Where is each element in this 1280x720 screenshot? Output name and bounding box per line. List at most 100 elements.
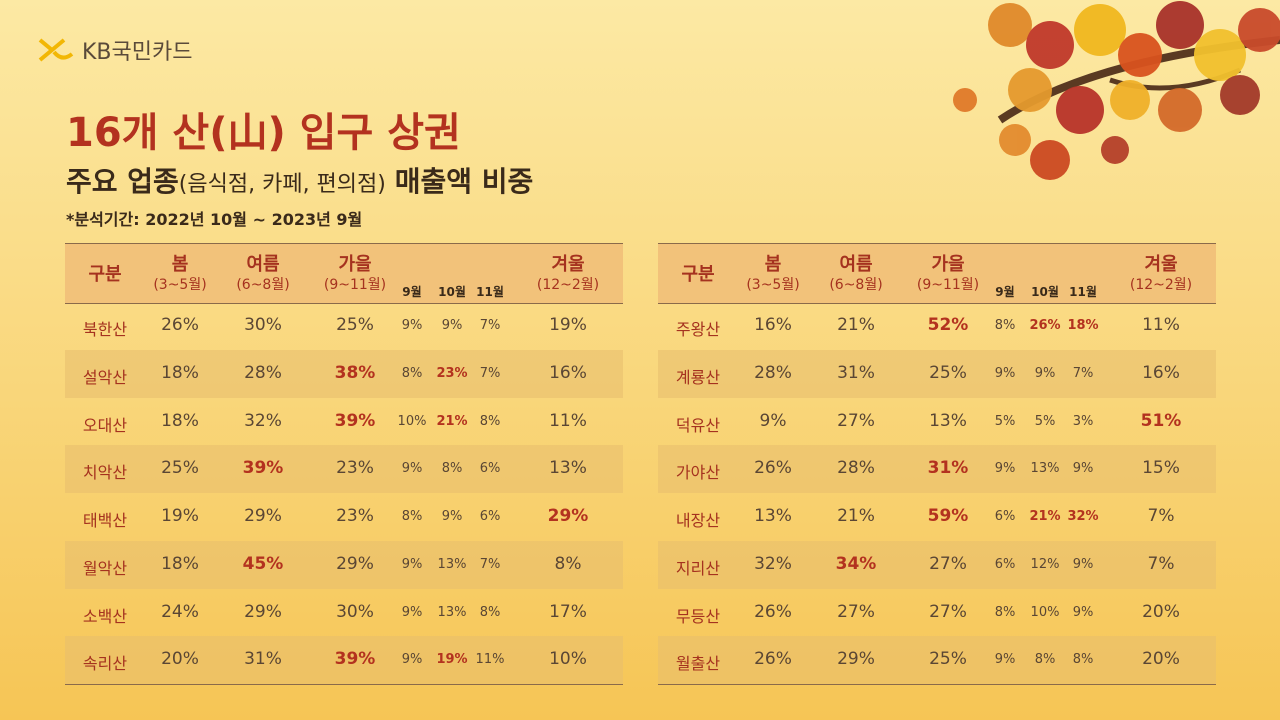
highlight-cell: 21%	[436, 413, 468, 429]
header-month: 9월	[402, 285, 422, 299]
value-cell: 7%	[1072, 365, 1094, 381]
value-cell: 9%	[994, 365, 1016, 381]
value-cell: 11%	[475, 652, 505, 668]
table-row-bg	[65, 445, 623, 493]
header-months: (9~11월)	[323, 277, 387, 293]
value-cell: 19%	[549, 315, 587, 335]
value-cell: 16%	[754, 315, 792, 335]
value-cell: 27%	[929, 601, 967, 622]
value-cell: 6%	[479, 461, 501, 477]
value-cell: 8%	[441, 461, 463, 477]
header-months: (3~5월)	[153, 277, 207, 293]
table-row-bg	[65, 636, 623, 685]
value-cell: 26%	[161, 315, 199, 335]
value-cell: 13%	[929, 410, 967, 431]
header-months: (12~2월)	[1129, 277, 1193, 293]
value-cell: 20%	[161, 649, 199, 670]
row-label: 소백산	[82, 606, 128, 626]
value-cell: 11%	[549, 410, 587, 431]
value-cell: 18%	[161, 553, 199, 574]
value-cell: 13%	[549, 458, 587, 479]
row-label: 월출산	[675, 654, 721, 674]
header-season: 봄	[764, 254, 782, 275]
row-label: 속리산	[82, 654, 128, 674]
value-cell: 8%	[401, 365, 423, 381]
value-cell: 27%	[837, 601, 875, 622]
header-month: 11월	[476, 285, 504, 299]
row-label: 치악산	[82, 463, 128, 483]
value-cell: 5%	[994, 413, 1016, 429]
table-row-bg	[65, 540, 623, 589]
note: *분석기간: 2022년 10월 ~ 2023년 9월	[66, 210, 363, 229]
table-header-bg	[658, 243, 1216, 304]
value-cell: 8%	[479, 413, 501, 429]
value-cell: 10%	[397, 413, 427, 429]
highlight-cell: 45%	[242, 553, 284, 574]
header-months: (12~2월)	[536, 277, 600, 293]
value-cell: 13%	[754, 506, 792, 526]
value-cell: 21%	[837, 506, 875, 526]
value-cell: 23%	[336, 458, 374, 479]
value-cell: 28%	[244, 362, 282, 383]
value-cell: 9%	[401, 604, 423, 620]
table-row-bg	[658, 540, 1216, 589]
row-label: 태백산	[82, 511, 128, 530]
value-cell: 7%	[1147, 553, 1175, 574]
value-cell: 10%	[1030, 604, 1060, 620]
subtitle-normal: (음식점, 카페, 편의점)	[178, 172, 386, 197]
value-cell: 5%	[1034, 413, 1056, 429]
value-cell: 8%	[554, 553, 582, 574]
title: 16개 산(山) 입구 상권	[66, 110, 461, 156]
header-months: (9~11월)	[916, 277, 980, 293]
row-label: 가야산	[675, 463, 721, 483]
row-label: 월악산	[82, 558, 128, 578]
value-cell: 24%	[161, 601, 199, 622]
value-cell: 8%	[1072, 652, 1094, 668]
value-cell: 9%	[1034, 365, 1056, 381]
row-label: 북한산	[82, 320, 128, 339]
value-cell: 17%	[549, 601, 587, 622]
highlight-cell: 29%	[547, 506, 589, 526]
header-season: 여름	[246, 254, 280, 275]
header-label: 구분	[681, 264, 715, 285]
value-cell: 16%	[549, 362, 587, 383]
value-cell: 29%	[244, 601, 282, 622]
highlight-cell: 38%	[334, 362, 376, 383]
value-cell: 28%	[837, 458, 875, 479]
highlight-cell: 39%	[242, 458, 284, 479]
value-cell: 8%	[479, 604, 501, 620]
row-label: 오대산	[82, 415, 128, 435]
header-season: 여름	[839, 254, 873, 275]
subtitle: 주요 업종(음식점, 카페, 편의점) 매출액 비중	[66, 160, 533, 200]
value-cell: 9%	[401, 318, 423, 333]
header-month: 10월	[1031, 285, 1059, 299]
value-cell: 19%	[161, 506, 199, 526]
highlight-cell: 51%	[1140, 410, 1182, 431]
value-cell: 9%	[994, 461, 1016, 477]
header-season: 가을	[338, 254, 372, 275]
value-cell: 7%	[479, 365, 501, 381]
value-cell: 7%	[479, 318, 501, 333]
value-cell: 11%	[1142, 315, 1180, 335]
highlight-cell: 39%	[334, 410, 376, 431]
value-cell: 12%	[1030, 556, 1060, 572]
value-cell: 26%	[754, 601, 792, 622]
header-months: (6~8월)	[236, 277, 290, 293]
value-cell: 6%	[479, 509, 501, 524]
value-cell: 9%	[1072, 604, 1094, 620]
value-cell: 18%	[161, 362, 199, 383]
value-cell: 7%	[1147, 506, 1175, 526]
value-cell: 10%	[549, 649, 587, 670]
value-cell: 31%	[837, 362, 875, 383]
header-season: 봄	[171, 254, 189, 275]
value-cell: 9%	[994, 652, 1016, 668]
value-cell: 23%	[336, 506, 374, 526]
value-cell: 20%	[1142, 601, 1180, 622]
table-row-bg	[658, 445, 1216, 493]
value-cell: 21%	[837, 315, 875, 335]
value-cell: 27%	[837, 410, 875, 431]
header-month: 10월	[438, 285, 466, 299]
value-cell: 16%	[1142, 362, 1180, 383]
leaves-decoration	[953, 1, 1280, 180]
value-cell: 30%	[336, 601, 374, 622]
